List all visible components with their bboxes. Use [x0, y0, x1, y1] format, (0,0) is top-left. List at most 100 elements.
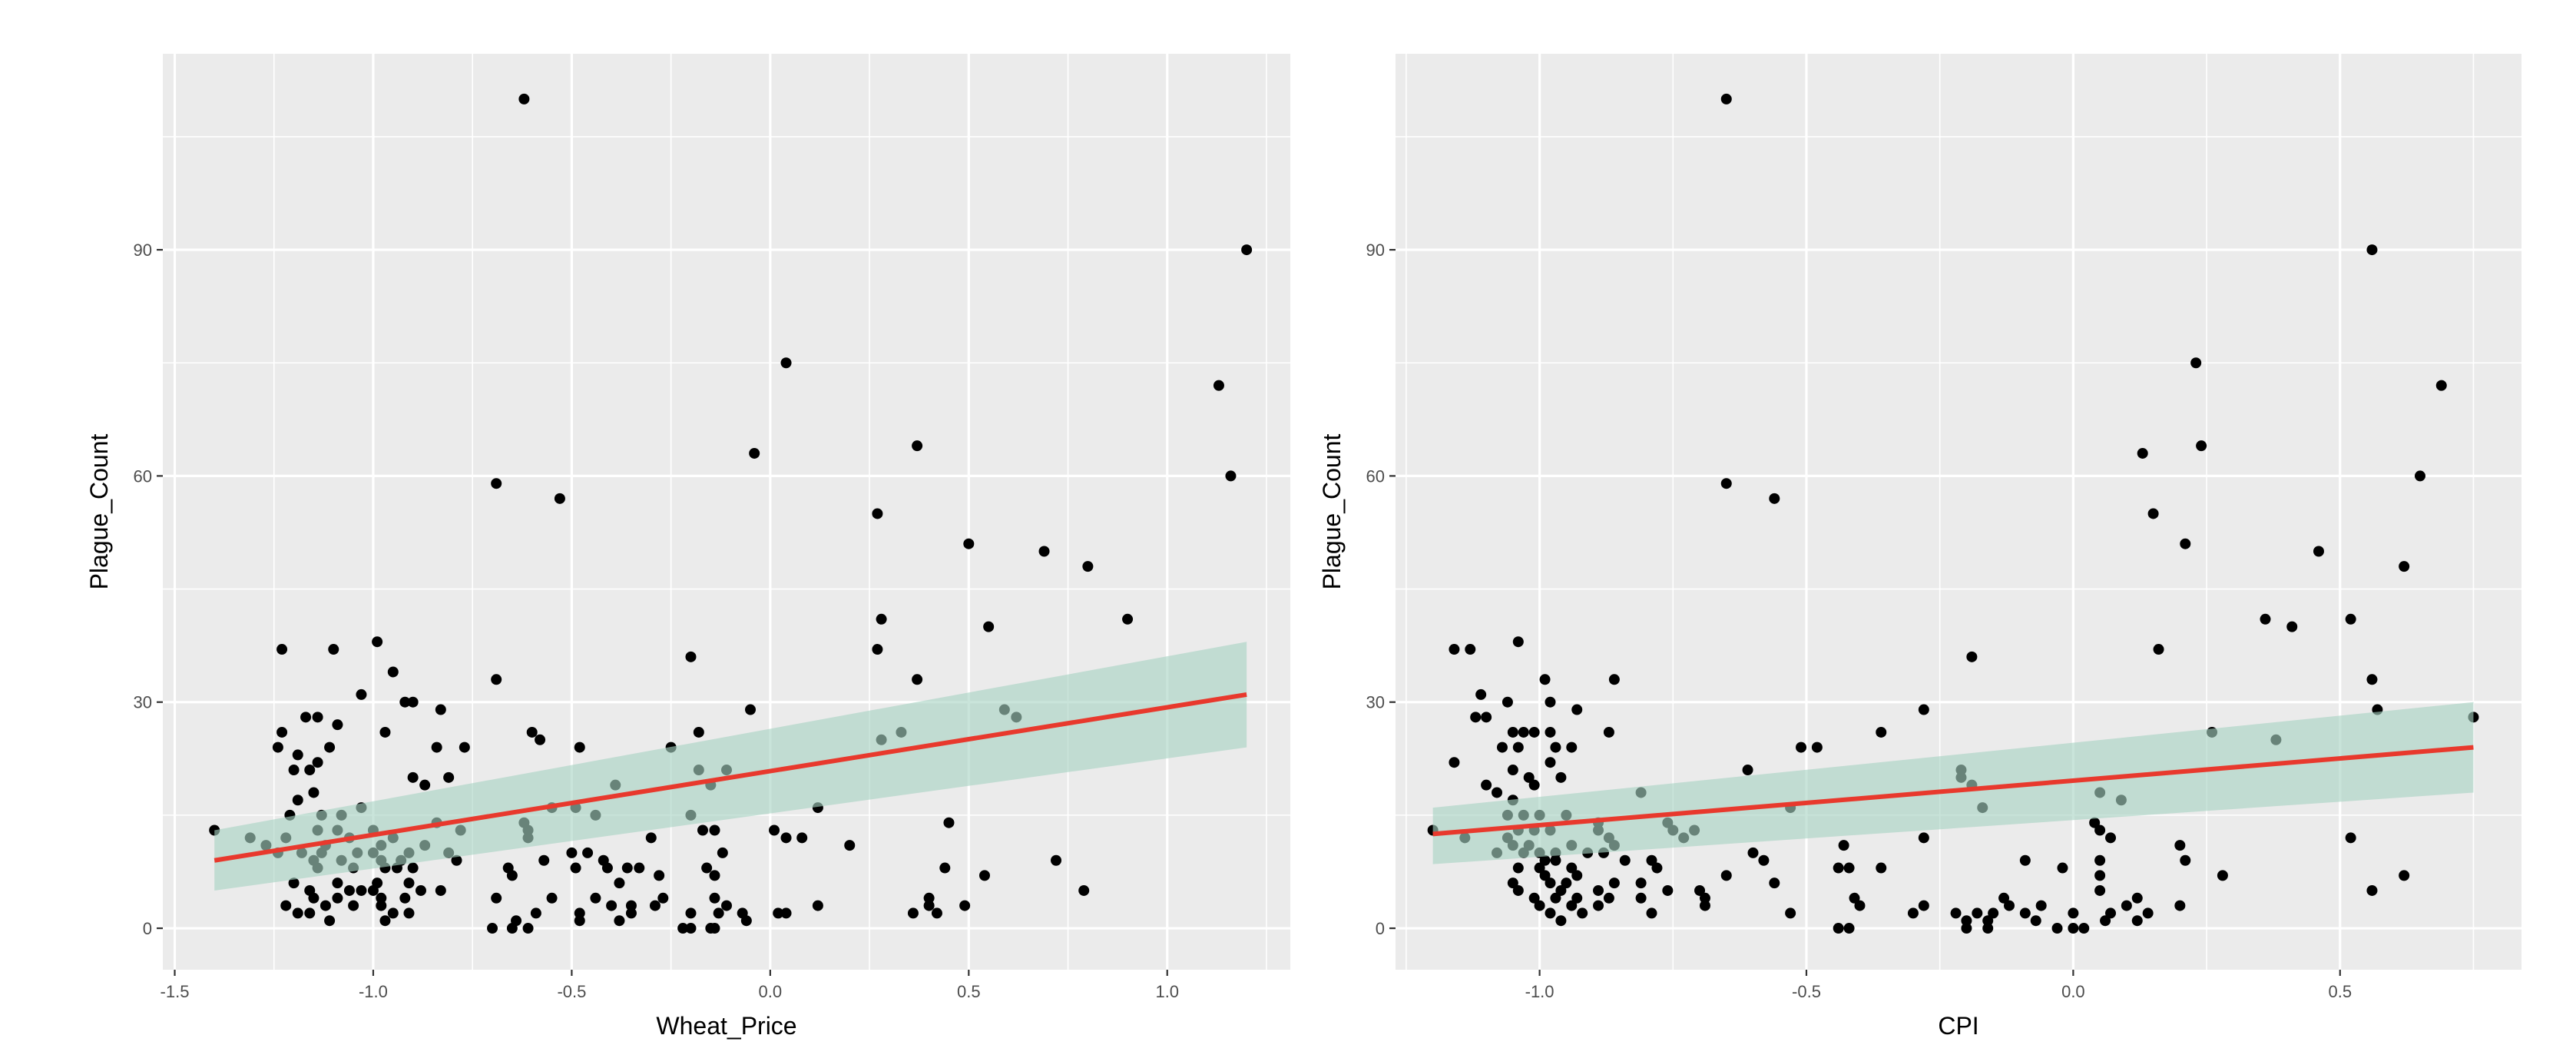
data-point [697, 824, 708, 836]
data-point [1507, 878, 1518, 889]
data-point [1496, 741, 1508, 753]
data-point [1694, 884, 1706, 896]
data-point [2030, 915, 2041, 927]
data-point [654, 870, 665, 881]
y-tick-label: 60 [134, 466, 152, 486]
data-point [2414, 470, 2425, 482]
data-point [546, 892, 558, 904]
data-point [872, 508, 883, 519]
data-point [399, 892, 411, 904]
data-point [308, 787, 320, 798]
data-point [2147, 508, 2159, 519]
confidence-band [214, 642, 1247, 891]
data-point [1082, 561, 1094, 572]
data-point [526, 726, 538, 738]
x-tick-label: -1.0 [1525, 982, 1555, 1001]
data-point [844, 840, 856, 851]
x-tick-label: 0.0 [2061, 982, 2085, 1001]
data-point [1534, 862, 1545, 874]
data-point [443, 771, 455, 783]
x-tick-label: -1.5 [161, 982, 190, 1001]
data-point [2217, 870, 2228, 881]
data-point [1699, 892, 1710, 904]
data-point [1720, 870, 1732, 881]
data-point [621, 862, 633, 874]
data-point [1545, 726, 1556, 738]
data-point [1528, 892, 1540, 904]
data-point [1603, 726, 1614, 738]
data-point [566, 847, 578, 858]
data-point [745, 704, 757, 715]
data-point [709, 824, 720, 836]
data-point [1982, 923, 1994, 934]
data-point [625, 900, 637, 911]
data-point [614, 878, 625, 889]
data-point [2180, 854, 2191, 866]
data-point [367, 884, 379, 896]
data-point [2435, 380, 2447, 391]
data-point [931, 907, 942, 919]
data-point [292, 795, 303, 806]
data-point [288, 878, 300, 889]
data-point [312, 757, 323, 768]
data-point [1512, 862, 1524, 874]
data-point [2121, 900, 2132, 911]
data-point [2094, 870, 2106, 881]
data-point [2019, 854, 2031, 866]
confidence-band [1432, 702, 2474, 864]
y-tick-label: 0 [143, 919, 152, 938]
data-point [912, 440, 923, 452]
x-axis-title: CPI [1938, 1012, 1978, 1040]
data-point [1502, 696, 1513, 708]
data-point [2068, 907, 2079, 919]
data-point [677, 923, 689, 934]
data-point [407, 771, 419, 783]
y-tick-label: 90 [1366, 241, 1385, 260]
data-point [1078, 884, 1090, 896]
data-point [1481, 712, 1492, 723]
y-axis-title: Plague_Count [85, 433, 113, 589]
data-point [2100, 915, 2111, 927]
data-point [912, 674, 923, 685]
data-point [435, 884, 446, 896]
data-point [645, 832, 657, 844]
data-point [356, 884, 367, 896]
data-point [1961, 915, 1972, 927]
data-point [625, 907, 637, 919]
data-point [276, 726, 288, 738]
data-point [1918, 704, 1929, 715]
data-point [1577, 907, 1588, 919]
data-point [1555, 771, 1567, 783]
data-point [1747, 847, 1759, 858]
data-point [522, 923, 534, 934]
y-tick-label: 90 [134, 241, 152, 260]
data-point [1528, 779, 1540, 791]
data-point [876, 613, 887, 625]
data-point [2366, 244, 2378, 256]
data-point [1998, 892, 2010, 904]
data-point [343, 884, 355, 896]
data-point [693, 726, 704, 738]
data-point [403, 878, 415, 889]
data-point [419, 779, 431, 791]
data-point [1988, 907, 1999, 919]
data-point [1966, 651, 1978, 662]
data-point [2094, 884, 2106, 896]
data-point [1449, 757, 1460, 768]
regression-line [214, 692, 1247, 863]
x-tick-label: 0.0 [759, 982, 783, 1001]
data-point [1608, 878, 1620, 889]
data-point [1699, 900, 1710, 911]
data-point [376, 892, 387, 904]
data-point [574, 741, 585, 753]
data-point [601, 862, 613, 874]
data-point [1470, 712, 1482, 723]
data-point [923, 900, 935, 911]
data-point [582, 847, 594, 858]
data-point [1512, 884, 1524, 896]
data-point [2089, 817, 2101, 828]
data-point [2078, 923, 2090, 934]
data-point [1550, 854, 1561, 866]
data-point [1742, 765, 1753, 776]
